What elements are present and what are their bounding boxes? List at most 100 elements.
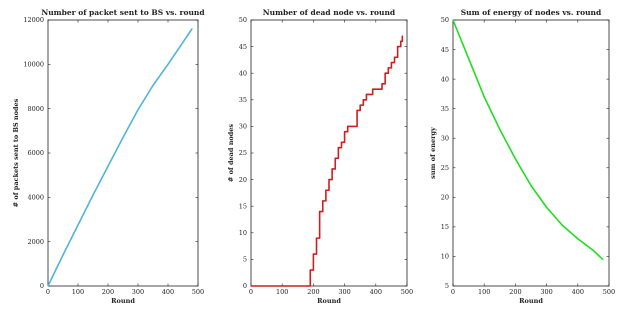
y-tick-label: 5 [243, 256, 247, 264]
data-point [250, 285, 252, 287]
y-axis-label: # of packets sent to BS nodes [12, 98, 20, 207]
data-point [328, 179, 330, 181]
y-tick-label: 25 [239, 149, 247, 157]
y-tick-label: 2000 [27, 238, 44, 246]
data-point [322, 200, 324, 202]
y-tick-label: 0 [40, 282, 44, 290]
subplot-1: Number of packet sent to BS vs. round 0 10… [12, 8, 205, 305]
series-line [452, 19, 604, 260]
data-point [347, 125, 349, 127]
y-tick-label: 30 [239, 123, 247, 131]
chart-title: Sum of energy of nodes vs. round [461, 8, 602, 17]
data-point [561, 224, 563, 226]
y-tick-label: 6000 [27, 149, 44, 157]
data-point [514, 158, 517, 160]
chart-title: Number of packet sent to BS vs. round [41, 8, 205, 17]
y-tick-label: 45 [441, 46, 449, 54]
y-tick-label: 4000 [27, 194, 44, 202]
data-point [325, 189, 327, 191]
data-point [368, 93, 371, 96]
plot-frame [250, 19, 408, 287]
x-tick-label: 400 [572, 288, 584, 296]
y-tick-label: 30 [441, 134, 449, 142]
data-point [452, 19, 454, 21]
y-axis-label: sum of energy [429, 127, 437, 179]
series-line [251, 35, 404, 287]
x-tick-label: 0 [46, 288, 50, 296]
x-tick-label: 200 [307, 288, 319, 296]
data-point [152, 84, 154, 86]
data-point [375, 88, 377, 90]
y-tick-label: 50 [239, 16, 247, 24]
data-point [77, 224, 79, 226]
y-tick-label: 0 [243, 282, 247, 290]
y-tick-label: 45 [239, 43, 247, 51]
data-point [344, 131, 346, 133]
data-point [331, 168, 333, 170]
subplot-3: Sum of energy of nodes vs. round 0 100 200 3… [429, 8, 615, 305]
chart-title: Number of dead node vs. round [263, 8, 396, 17]
data-point [353, 125, 355, 127]
data-point [107, 165, 109, 167]
data-point [577, 238, 579, 240]
x-tick-label: 100 [478, 288, 490, 296]
y-tick-label: 50 [441, 16, 449, 24]
data-point [546, 206, 548, 208]
x-tick-label: 100 [72, 288, 84, 296]
x-tick-label: 500 [603, 288, 615, 296]
y-tick-label: 35 [239, 96, 247, 104]
data-point [372, 88, 374, 90]
data-point [468, 57, 470, 60]
y-tick-label: 12000 [23, 16, 44, 24]
data-point [384, 72, 386, 74]
data-point [387, 67, 389, 69]
y-tick-label: 35 [441, 105, 449, 113]
y-tick-label: 20 [441, 194, 449, 202]
y-tick-label: 20 [239, 176, 247, 184]
data-point [92, 194, 94, 196]
y-tick-label: 10 [239, 229, 247, 237]
x-tick-label: 500 [192, 288, 204, 296]
x-axis-label: Round [519, 297, 543, 305]
data-point [340, 141, 343, 143]
data-point [309, 269, 311, 271]
data-point [337, 147, 339, 149]
y-tick-label: 10000 [23, 61, 44, 69]
x-tick-label: 300 [540, 288, 552, 296]
data-point [397, 46, 399, 48]
data-point [400, 40, 402, 42]
data-point [359, 104, 361, 106]
data-point [401, 35, 403, 37]
data-point [362, 99, 364, 101]
data-point [381, 83, 383, 85]
y-tick-label: 40 [441, 75, 449, 83]
data-point [499, 128, 501, 130]
data-point [393, 56, 396, 58]
data-point [312, 253, 314, 255]
y-tick-label: 10 [441, 253, 449, 261]
x-tick-label: 0 [451, 288, 455, 296]
plot-frame [452, 19, 610, 287]
y-tick-label: 8000 [27, 105, 44, 113]
data-point [122, 136, 124, 139]
data-point [592, 249, 595, 252]
data-point [530, 184, 532, 187]
x-tick-label: 200 [509, 288, 521, 296]
x-tick-label: 300 [132, 288, 144, 296]
data-point [47, 285, 49, 287]
x-tick-label: 500 [401, 288, 413, 296]
y-tick-label: 15 [239, 202, 247, 210]
data-point [378, 88, 380, 90]
x-tick-label: 200 [102, 288, 114, 296]
x-tick-label: 0 [249, 288, 253, 296]
x-tick-label: 400 [370, 288, 382, 296]
data-point [602, 258, 604, 260]
plot-frame [47, 19, 199, 287]
y-tick-label: 40 [239, 69, 247, 77]
data-point [356, 109, 358, 112]
series-line [47, 28, 193, 287]
y-axis-label: # of dead nodes [227, 124, 235, 183]
data-point [182, 41, 184, 43]
